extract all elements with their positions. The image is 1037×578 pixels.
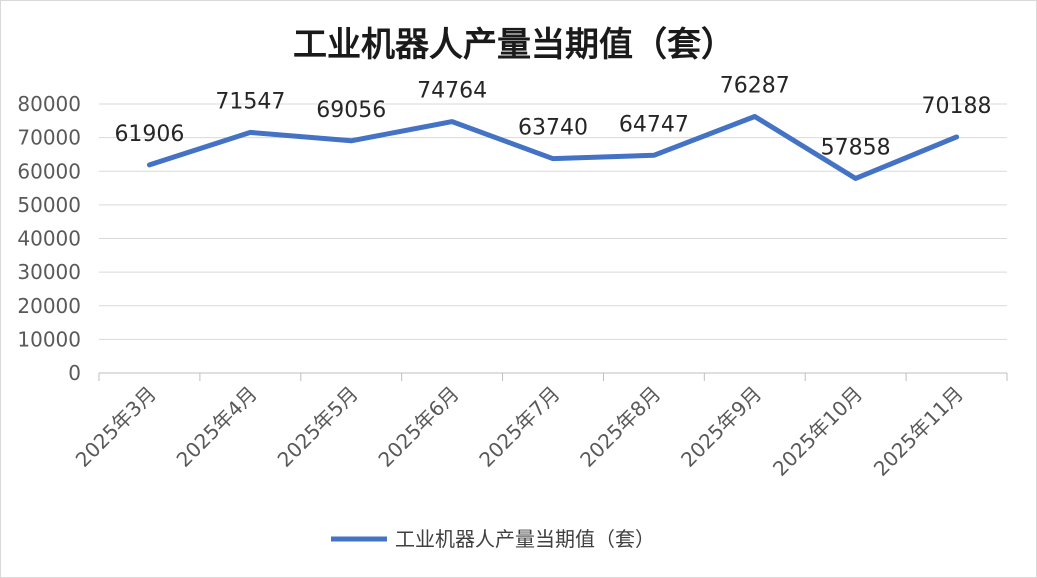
y-tick-label: 50000	[17, 193, 81, 217]
y-tick-label: 70000	[17, 126, 81, 150]
data-label: 76287	[720, 73, 790, 98]
data-label: 61906	[114, 122, 184, 147]
y-tick-label: 40000	[17, 227, 81, 251]
data-label: 63740	[518, 116, 588, 141]
x-tick-label: 2025年5月	[273, 382, 363, 472]
series-line	[146, 113, 960, 181]
data-label: 71547	[215, 89, 285, 114]
series-group	[146, 113, 960, 181]
x-tick-label: 2025年8月	[575, 382, 665, 472]
y-tick-label: 20000	[17, 294, 81, 318]
legend[interactable]: 工业机器人产量当期值（套）	[331, 527, 655, 551]
x-tick-label: 2025年11月	[869, 382, 968, 481]
y-tick-label: 10000	[17, 327, 81, 351]
data-label: 74764	[417, 79, 487, 104]
y-tick-label: 0	[68, 361, 81, 385]
data-label: 69056	[316, 98, 386, 123]
x-tick-label: 2025年9月	[676, 382, 766, 472]
data-labels: 61906 71547 69056 74764 63740 64747 76287 57858…	[114, 73, 991, 160]
data-label: 70188	[922, 94, 992, 119]
data-label: 57858	[821, 135, 891, 160]
x-tick-label: 2025年10月	[768, 382, 867, 481]
y-tick-label: 60000	[17, 159, 81, 183]
legend-label: 工业机器人产量当期值（套）	[395, 527, 655, 551]
y-axis: 0 10000 20000 30000 40000 50000 60000 70000 8000…	[17, 92, 81, 385]
x-tick-label: 2025年3月	[71, 382, 161, 472]
y-tick-label: 30000	[17, 260, 81, 284]
x-tick-label: 2025年4月	[172, 382, 262, 472]
chart-title: 工业机器人产量当期值（套）	[293, 25, 735, 65]
gridlines	[99, 103, 1007, 340]
x-axis: 2025年3月 2025年4月 2025年5月 2025年6月 2025年7月 2025年…	[71, 372, 1008, 481]
data-label: 64747	[619, 112, 689, 137]
y-tick-label: 80000	[17, 92, 81, 116]
x-tick-label: 2025年7月	[474, 382, 564, 472]
x-tick-label: 2025年6月	[373, 382, 463, 472]
